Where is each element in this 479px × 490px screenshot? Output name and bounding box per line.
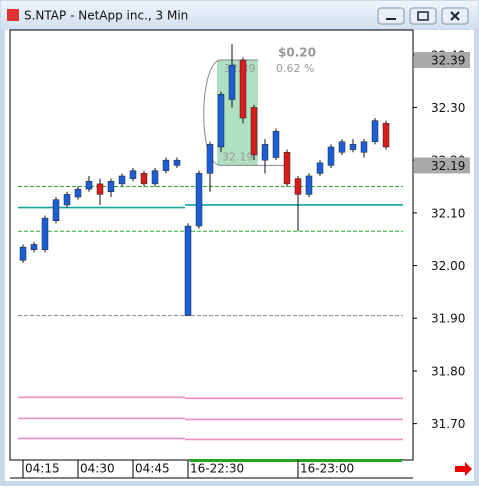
scroll-arrow[interactable] xyxy=(455,462,472,476)
x-tick-label: 04:15 xyxy=(25,462,60,476)
candle-body xyxy=(371,120,379,142)
candle-body xyxy=(118,175,126,185)
maximize-button[interactable] xyxy=(409,7,437,25)
candle-body xyxy=(85,180,93,190)
measure-percent: 0.62 % xyxy=(276,62,314,75)
maximize-icon xyxy=(417,11,429,21)
candle-body xyxy=(217,94,225,148)
candle-body xyxy=(195,173,203,227)
x-tick-label: 16-22:30 xyxy=(190,462,244,476)
y-tick-label: 31.80 xyxy=(431,364,465,378)
candle-body xyxy=(184,225,192,316)
candle-body xyxy=(129,170,137,179)
price-tag xyxy=(414,52,470,69)
candle-body xyxy=(107,180,115,193)
candle-body xyxy=(228,65,236,100)
x-tick-label: 04:45 xyxy=(135,462,170,476)
candle-body xyxy=(261,144,269,161)
candle-body xyxy=(41,217,49,250)
app-icon xyxy=(7,9,19,21)
candle-body xyxy=(272,130,280,158)
candle-body xyxy=(206,144,214,174)
candle-body xyxy=(382,123,390,148)
candle-body xyxy=(327,146,335,166)
price-tag-label: 32.39 xyxy=(431,54,465,68)
close-icon xyxy=(450,11,460,21)
plot-area xyxy=(9,29,414,461)
candle-body xyxy=(250,107,258,156)
window-title: S.NTAP - NetApp inc., 3 Min xyxy=(24,9,188,23)
measure-change: $0.20 xyxy=(278,46,316,60)
y-tick-label: 32.30 xyxy=(431,101,465,115)
measure-low: 32.19 xyxy=(222,150,254,163)
candle-body xyxy=(173,159,181,166)
candle-body xyxy=(151,170,159,185)
x-tick-label: 04:30 xyxy=(80,462,115,476)
candle-body xyxy=(316,162,324,174)
minimize-button[interactable] xyxy=(377,7,405,25)
y-tick-label: 32.00 xyxy=(431,259,465,273)
candle-body xyxy=(74,188,82,198)
candle-body xyxy=(140,173,148,185)
candle-body xyxy=(294,178,302,195)
candle-body xyxy=(338,141,346,153)
candle-body xyxy=(349,144,357,150)
candle-body xyxy=(96,183,104,195)
y-tick-label: 31.70 xyxy=(431,417,465,431)
candle-body xyxy=(305,175,313,195)
session-bar xyxy=(190,459,402,462)
candle-body xyxy=(162,159,170,171)
measure-bracket xyxy=(203,59,222,166)
y-tick-label: 32.10 xyxy=(431,206,465,220)
candle-body xyxy=(239,59,247,119)
candle-body xyxy=(19,246,27,261)
candle-body xyxy=(63,194,71,206)
plot-layer: 32.4032.3032.2032.1032.0031.9031.8031.70… xyxy=(18,44,470,478)
candle-body xyxy=(30,244,38,250)
candle-body xyxy=(360,141,368,153)
price-tag xyxy=(414,157,470,174)
candle-body xyxy=(52,199,60,222)
x-tick-label: 16-23:00 xyxy=(300,462,354,476)
candle-body xyxy=(283,152,291,185)
price-tag-label: 32.19 xyxy=(431,159,465,173)
y-tick-label: 31.90 xyxy=(431,312,465,326)
